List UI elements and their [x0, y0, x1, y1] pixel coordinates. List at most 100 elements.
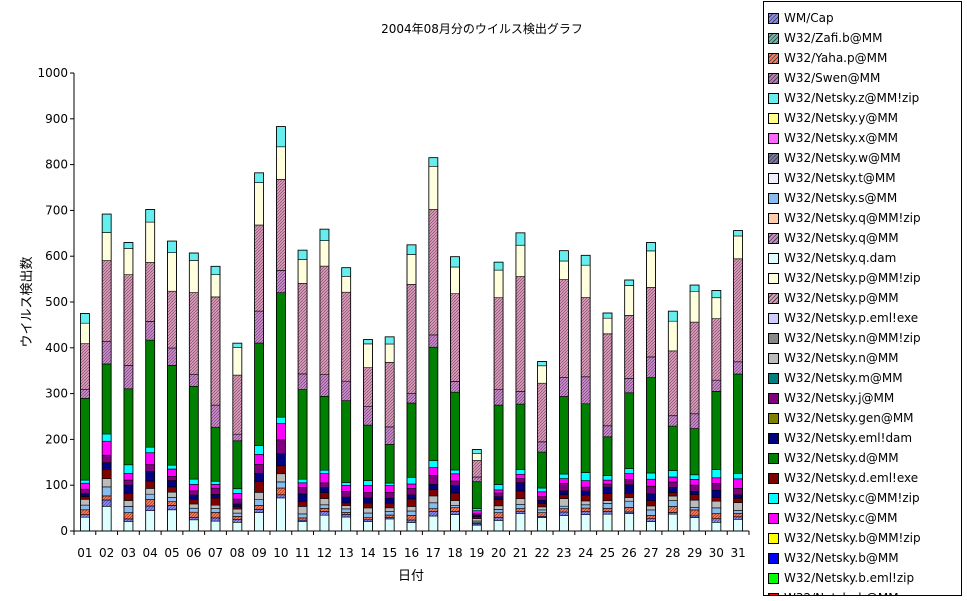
x-tick-label-04: 04: [143, 546, 158, 560]
bar-segment-26-0: [624, 513, 635, 532]
bar-segment-27-2: [646, 515, 656, 520]
x-tick-label-24: 24: [578, 546, 593, 560]
bar-segment-21-9: [515, 469, 526, 475]
bar-segment-28-3: [667, 500, 678, 507]
bar-segment-04-4: [145, 488, 155, 495]
legend-item: W32/Netsky.m@MM: [768, 368, 903, 388]
bar-segment-25-9: [602, 475, 613, 481]
bar-segment-02-12: [101, 260, 112, 342]
x-tick-label-10: 10: [273, 546, 288, 560]
bar-segment-22-6: [537, 499, 547, 504]
bar-segment-07-1: [210, 517, 221, 522]
bar-segment-01-11: [80, 389, 90, 399]
bar-segment-26-6: [624, 484, 635, 494]
bar-segment-17-11: [428, 334, 439, 348]
bar-segment-29-8: [689, 478, 700, 486]
bar-segment-21-8: [515, 473, 526, 480]
bar-segment-04-7: [145, 464, 155, 472]
y-tick-label-300: 300: [45, 387, 68, 401]
legend-item: W32/Netsky.c@MM!zip: [768, 488, 920, 508]
bar-segment-04-2: [145, 499, 155, 507]
bar-segment-25-2: [602, 508, 613, 512]
bar-segment-23-4: [559, 498, 569, 507]
bar-segment-20-10: [493, 404, 504, 485]
bar-segment-25-12: [602, 333, 613, 427]
bar-segment-01-13: [80, 322, 90, 345]
bar-segment-13-5: [341, 502, 352, 506]
bar-segment-26-10: [624, 392, 635, 469]
bar-segment-09-9: [254, 445, 264, 455]
bar-segment-02-9: [101, 433, 112, 442]
bar-segment-30-11: [711, 379, 722, 392]
bar-segment-30-12: [711, 318, 722, 381]
bar-segment-21-2: [515, 508, 526, 513]
legend-label: W32/Zafi.b@MM: [784, 31, 883, 45]
bar-segment-30-4: [711, 500, 722, 509]
legend-swatch: [768, 272, 779, 284]
bar-segment-14-6: [363, 497, 373, 504]
legend-item: W32/Netsky.s@MM: [768, 188, 897, 208]
legend-item: W32/Swen@MM: [768, 68, 880, 88]
bar-segment-28-5: [667, 492, 678, 497]
bar-segment-20-3: [493, 509, 504, 514]
bar-segment-05-10: [167, 364, 177, 466]
bar-segment-07-9: [210, 480, 221, 485]
bar-segment-22-4: [537, 506, 547, 511]
y-tick-label-200: 200: [45, 432, 68, 446]
bar-segment-06-9: [189, 478, 199, 485]
bar-segment-02-10: [101, 363, 112, 435]
bar-segment-14-2: [363, 517, 373, 521]
bar-segment-28-2: [667, 506, 678, 513]
bar-segment-27-6: [646, 493, 656, 501]
bar-segment-16-3: [406, 510, 417, 516]
bar-segment-18-9: [450, 469, 460, 475]
bar-segment-29-7: [689, 484, 700, 492]
legend-label: W32/Netsky.eml!dam: [784, 431, 913, 445]
bar-segment-13-1: [341, 514, 352, 518]
bar-segment-28-13: [667, 320, 678, 352]
bar-segment-12-3: [319, 504, 330, 509]
legend-swatch: [768, 452, 779, 464]
legend-item: W32/Netsky.q@MM!zip: [768, 208, 921, 228]
legend-label: W32/Netsky.d@MM: [784, 451, 899, 465]
bar-segment-05-13: [167, 252, 177, 292]
bar-segment-30-10: [711, 391, 722, 470]
y-tick-label-800: 800: [45, 158, 68, 172]
bar-segment-18-10: [450, 391, 460, 471]
legend-item: W32/Netsky.p@MM: [768, 288, 899, 308]
bar-segment-18-1: [450, 511, 460, 515]
legend-label: W32/Netsky.b@MM!zip: [784, 531, 921, 545]
bar-segment-18-12: [450, 293, 460, 382]
bar-segment-03-3: [123, 506, 134, 513]
bar-segment-22-3: [537, 509, 547, 513]
legend-item: W32/Netsky.p@MM!zip: [768, 268, 921, 288]
bar-segment-12-9: [319, 469, 330, 475]
bar-segment-22-14: [537, 361, 547, 367]
bar-segment-27-10: [646, 377, 656, 474]
bar-segment-31-7: [733, 487, 743, 496]
x-tick-label-30: 30: [709, 546, 724, 560]
bar-segment-20-14: [493, 261, 504, 271]
bar-segment-20-13: [493, 269, 504, 299]
bar-segment-25-1: [602, 510, 613, 515]
bar-segment-22-12: [537, 382, 547, 443]
bar-segment-08-13: [232, 347, 243, 376]
legend-swatch: [768, 92, 779, 104]
bar-segment-24-8: [580, 480, 591, 488]
legend-label: W32/Netsky.b@MM: [784, 551, 899, 565]
bar-segment-04-12: [145, 262, 155, 322]
bar-segment-20-6: [493, 496, 504, 500]
legend-label: W32/Netsky.y@MM: [784, 111, 899, 125]
bar-segment-03-1: [123, 518, 134, 522]
bar-segment-29-4: [689, 499, 700, 508]
legend: WM/Cap W32/Zafi.b@MM W32/Yaha.p@MM W32/Swen…: [763, 1, 962, 596]
bar-segment-31-1: [733, 516, 743, 520]
bar-segment-12-11: [319, 374, 330, 397]
legend-item: W32/Netsky.w@MM: [768, 148, 901, 168]
bar-segment-11-5: [297, 500, 308, 507]
legend-swatch: [768, 352, 779, 364]
bar-segment-12-12: [319, 265, 330, 376]
bar-segment-06-7: [189, 490, 199, 496]
bar-segment-18-6: [450, 485, 460, 494]
bar-segment-25-0: [602, 513, 613, 532]
